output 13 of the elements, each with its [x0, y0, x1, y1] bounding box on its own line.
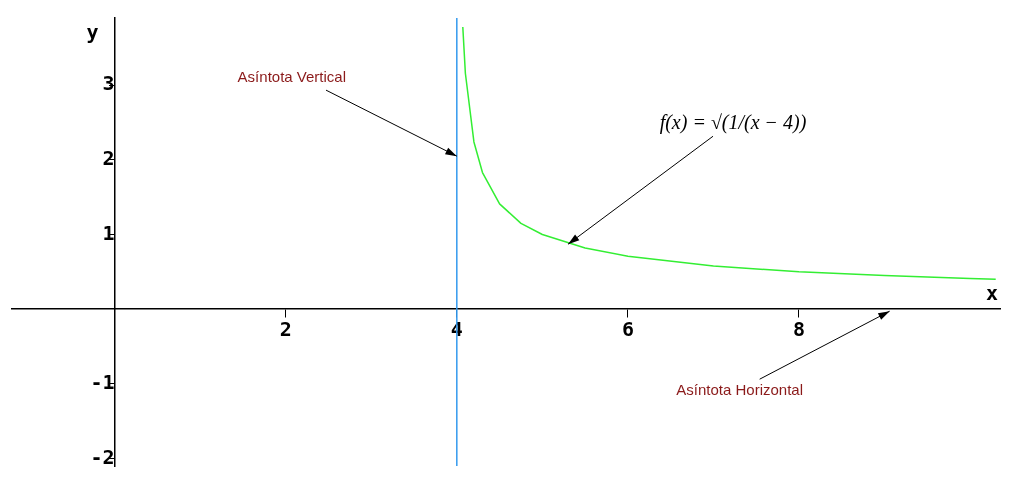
y-tick-label: 2	[102, 146, 115, 171]
x-axis-title: x	[985, 281, 998, 306]
x-tick-label: 6	[621, 317, 634, 342]
x-tick-label: 8	[792, 317, 805, 342]
annotation: f(x) = √(1/(x − 4))	[659, 111, 807, 135]
y-axis-title: y	[86, 20, 99, 45]
x-tick-label: 2	[279, 317, 292, 342]
y-tick-label: -1	[90, 370, 115, 395]
annotation: Asíntota Vertical	[237, 68, 347, 86]
annotation: Asíntota Horizontal	[676, 381, 804, 399]
y-tick-label: -2	[90, 444, 115, 469]
y-tick-label: 3	[102, 71, 115, 96]
y-tick-label: 1	[102, 220, 115, 245]
